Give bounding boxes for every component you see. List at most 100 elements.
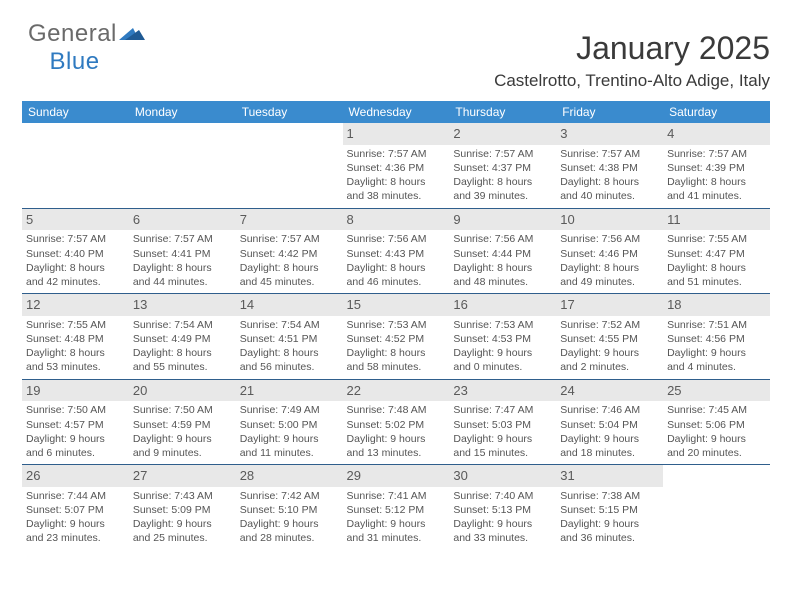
daylight-text-2: and 45 minutes. [240, 275, 339, 289]
day-number: 24 [560, 383, 574, 398]
sunset-text: Sunset: 4:40 PM [26, 247, 125, 261]
sunrise-text: Sunrise: 7:57 AM [560, 147, 659, 161]
sunrise-text: Sunrise: 7:57 AM [347, 147, 446, 161]
calendar-week-row: 26Sunrise: 7:44 AMSunset: 5:07 PMDayligh… [22, 465, 770, 550]
sunset-text: Sunset: 5:07 PM [26, 503, 125, 517]
calendar-day-cell: 30Sunrise: 7:40 AMSunset: 5:13 PMDayligh… [449, 465, 556, 550]
daylight-text-2: and 56 minutes. [240, 360, 339, 374]
daylight-text-2: and 2 minutes. [560, 360, 659, 374]
calendar-day-cell: 29Sunrise: 7:41 AMSunset: 5:12 PMDayligh… [343, 465, 450, 550]
calendar-day-cell: 28Sunrise: 7:42 AMSunset: 5:10 PMDayligh… [236, 465, 343, 550]
calendar-day-cell: 7Sunrise: 7:57 AMSunset: 4:42 PMDaylight… [236, 208, 343, 294]
daylight-text-2: and 25 minutes. [133, 531, 232, 545]
daylight-text-2: and 42 minutes. [26, 275, 125, 289]
day-number: 14 [240, 297, 254, 312]
daylight-text: Daylight: 8 hours [667, 175, 766, 189]
daylight-text-2: and 48 minutes. [453, 275, 552, 289]
sunset-text: Sunset: 5:15 PM [560, 503, 659, 517]
sunset-text: Sunset: 4:39 PM [667, 161, 766, 175]
day-number: 2 [453, 126, 460, 141]
weekday-header: Wednesday [343, 101, 450, 123]
sunset-text: Sunset: 4:51 PM [240, 332, 339, 346]
sunrise-text: Sunrise: 7:57 AM [667, 147, 766, 161]
sunset-text: Sunset: 4:55 PM [560, 332, 659, 346]
day-number: 5 [26, 212, 33, 227]
daylight-text: Daylight: 9 hours [240, 432, 339, 446]
daylight-text-2: and 13 minutes. [347, 446, 446, 460]
day-number-bar: 21 [236, 380, 343, 402]
day-number-bar: 28 [236, 465, 343, 487]
daylight-text-2: and 0 minutes. [453, 360, 552, 374]
sunrise-text: Sunrise: 7:42 AM [240, 489, 339, 503]
day-number: 1 [347, 126, 354, 141]
day-number: 12 [26, 297, 40, 312]
daylight-text: Daylight: 8 hours [560, 175, 659, 189]
calendar-body: 1Sunrise: 7:57 AMSunset: 4:36 PMDaylight… [22, 123, 770, 550]
calendar-day-cell: 24Sunrise: 7:46 AMSunset: 5:04 PMDayligh… [556, 379, 663, 465]
sunset-text: Sunset: 4:48 PM [26, 332, 125, 346]
sunrise-text: Sunrise: 7:53 AM [347, 318, 446, 332]
day-number: 31 [560, 468, 574, 483]
calendar-day-cell: 16Sunrise: 7:53 AMSunset: 4:53 PMDayligh… [449, 294, 556, 380]
day-number: 23 [453, 383, 467, 398]
calendar-day-cell: 19Sunrise: 7:50 AMSunset: 4:57 PMDayligh… [22, 379, 129, 465]
day-number: 4 [667, 126, 674, 141]
day-number-bar: 17 [556, 294, 663, 316]
sunrise-text: Sunrise: 7:57 AM [240, 232, 339, 246]
sunrise-text: Sunrise: 7:46 AM [560, 403, 659, 417]
day-number-bar: 1 [343, 123, 450, 145]
day-number-bar: 27 [129, 465, 236, 487]
brand-text: General Blue [28, 20, 117, 76]
calendar-day-cell [236, 123, 343, 208]
daylight-text-2: and 33 minutes. [453, 531, 552, 545]
sunrise-text: Sunrise: 7:45 AM [667, 403, 766, 417]
calendar-day-cell: 2Sunrise: 7:57 AMSunset: 4:37 PMDaylight… [449, 123, 556, 208]
daylight-text: Daylight: 8 hours [453, 175, 552, 189]
day-number: 29 [347, 468, 361, 483]
day-number-bar: 13 [129, 294, 236, 316]
day-number-bar: 7 [236, 209, 343, 231]
day-number: 18 [667, 297, 681, 312]
weekday-header: Monday [129, 101, 236, 123]
day-number: 10 [560, 212, 574, 227]
daylight-text: Daylight: 8 hours [453, 261, 552, 275]
sunrise-text: Sunrise: 7:51 AM [667, 318, 766, 332]
daylight-text: Daylight: 8 hours [560, 261, 659, 275]
day-number-bar: 16 [449, 294, 556, 316]
calendar-day-cell: 21Sunrise: 7:49 AMSunset: 5:00 PMDayligh… [236, 379, 343, 465]
sunset-text: Sunset: 4:53 PM [453, 332, 552, 346]
day-number: 21 [240, 383, 254, 398]
sunset-text: Sunset: 4:41 PM [133, 247, 232, 261]
brand-part1: General [28, 20, 117, 47]
daylight-text-2: and 38 minutes. [347, 189, 446, 203]
daylight-text-2: and 4 minutes. [667, 360, 766, 374]
sunrise-text: Sunrise: 7:57 AM [133, 232, 232, 246]
sunrise-text: Sunrise: 7:55 AM [667, 232, 766, 246]
day-number: 28 [240, 468, 254, 483]
daylight-text: Daylight: 9 hours [667, 346, 766, 360]
calendar-day-cell: 23Sunrise: 7:47 AMSunset: 5:03 PMDayligh… [449, 379, 556, 465]
daylight-text: Daylight: 8 hours [133, 261, 232, 275]
sunset-text: Sunset: 4:57 PM [26, 418, 125, 432]
sunset-text: Sunset: 5:09 PM [133, 503, 232, 517]
day-number-bar: 2 [449, 123, 556, 145]
daylight-text-2: and 53 minutes. [26, 360, 125, 374]
brand-part2: Blue [50, 48, 100, 75]
daylight-text-2: and 58 minutes. [347, 360, 446, 374]
sunrise-text: Sunrise: 7:52 AM [560, 318, 659, 332]
sunset-text: Sunset: 5:00 PM [240, 418, 339, 432]
day-number: 8 [347, 212, 354, 227]
day-number: 30 [453, 468, 467, 483]
day-number-bar: 11 [663, 209, 770, 231]
day-number: 17 [560, 297, 574, 312]
daylight-text: Daylight: 9 hours [453, 432, 552, 446]
day-number: 6 [133, 212, 140, 227]
sunrise-text: Sunrise: 7:41 AM [347, 489, 446, 503]
calendar-table: SundayMondayTuesdayWednesdayThursdayFrid… [22, 101, 770, 550]
day-number-bar: 15 [343, 294, 450, 316]
day-number-bar: 31 [556, 465, 663, 487]
daylight-text-2: and 36 minutes. [560, 531, 659, 545]
sunrise-text: Sunrise: 7:56 AM [453, 232, 552, 246]
daylight-text-2: and 28 minutes. [240, 531, 339, 545]
day-number: 9 [453, 212, 460, 227]
